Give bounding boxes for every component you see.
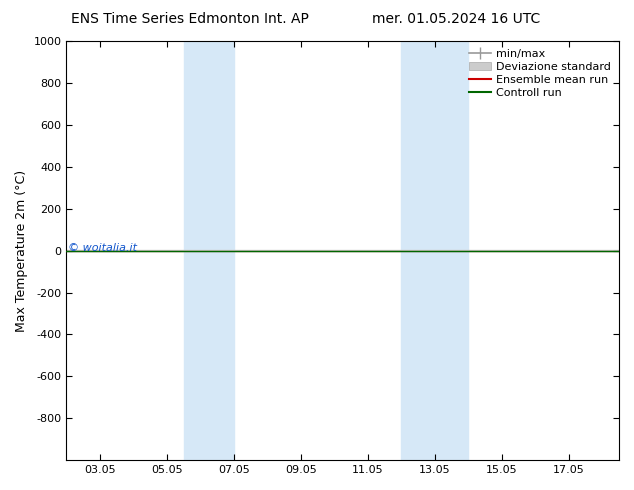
Bar: [401, 41, 469, 460]
Y-axis label: Max Temperature 2m (°C): Max Temperature 2m (°C): [15, 170, 28, 332]
Text: mer. 01.05.2024 16 UTC: mer. 01.05.2024 16 UTC: [372, 12, 541, 26]
Legend: min/max, Deviazione standard, Ensemble mean run, Controll run: min/max, Deviazione standard, Ensemble m…: [467, 47, 614, 100]
Text: © woitalia.it: © woitalia.it: [68, 243, 137, 253]
Text: ENS Time Series Edmonton Int. AP: ENS Time Series Edmonton Int. AP: [71, 12, 309, 26]
Bar: [184, 41, 234, 460]
